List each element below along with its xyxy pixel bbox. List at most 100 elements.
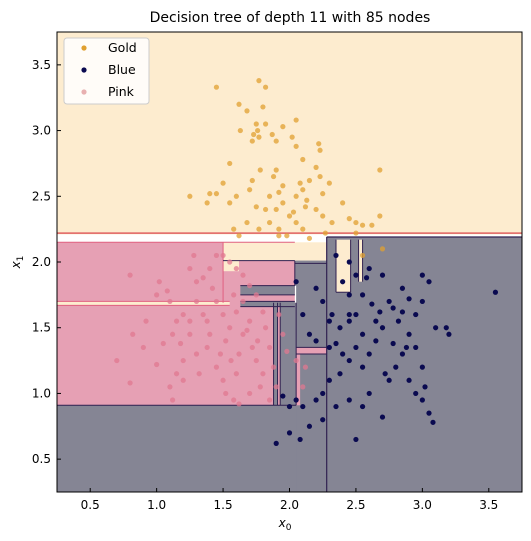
point-pink-42 <box>257 384 263 390</box>
point-blue-43 <box>386 377 392 383</box>
point-pink-15 <box>169 397 176 403</box>
point-blue-10 <box>346 318 352 324</box>
point-gold-28 <box>293 193 299 199</box>
point-pink-38 <box>247 318 253 324</box>
point-blue-37 <box>333 403 339 410</box>
point-pink-29 <box>223 338 229 344</box>
point-gold-19 <box>300 156 306 163</box>
point-blue-5 <box>359 292 366 298</box>
point-gold-53 <box>187 193 193 199</box>
point-blue-6 <box>366 265 372 272</box>
point-gold-18 <box>293 143 299 149</box>
x-tick-label-2: 1.5 <box>214 498 233 512</box>
y-tick-label-6: 3.5 <box>32 58 51 72</box>
region-blue-stub <box>294 260 327 286</box>
point-gold-43 <box>253 204 259 210</box>
point-gold-77 <box>276 233 282 239</box>
point-gold-61 <box>346 216 352 222</box>
point-gold-32 <box>249 177 255 184</box>
point-gold-2 <box>262 84 269 90</box>
point-blue-48 <box>419 397 425 403</box>
point-blue-60 <box>366 351 372 357</box>
point-gold-30 <box>270 173 277 180</box>
point-blue-73 <box>359 364 366 370</box>
point-gold-74 <box>273 167 279 173</box>
point-pink-69 <box>302 364 309 370</box>
point-pink-50 <box>260 309 266 315</box>
point-blue-31 <box>280 393 286 399</box>
point-gold-26 <box>304 197 310 203</box>
region-gold-mid-band <box>223 242 327 261</box>
point-gold-50 <box>227 160 233 167</box>
region-blue-col-a <box>273 302 278 406</box>
legend-label-blue: Blue <box>108 62 136 77</box>
point-gold-0 <box>213 84 220 90</box>
point-pink-48 <box>266 344 273 351</box>
point-blue-53 <box>406 331 412 337</box>
point-pink-40 <box>253 357 259 364</box>
point-blue-7 <box>363 275 370 281</box>
point-pink-32 <box>220 377 226 383</box>
y-tick-label-0: 0.5 <box>32 452 51 466</box>
point-pink-11 <box>177 340 184 347</box>
point-pink-54 <box>233 265 239 272</box>
region-blue-col-b <box>280 302 297 406</box>
point-pink-1 <box>130 331 136 337</box>
point-blue-72 <box>373 318 379 324</box>
point-blue-9 <box>353 311 359 318</box>
x-tick-label-6: 3.5 <box>479 498 498 512</box>
point-gold-62 <box>353 219 359 226</box>
point-pink-78 <box>228 357 234 364</box>
point-blue-18 <box>306 331 313 337</box>
point-pink-76 <box>284 348 290 354</box>
point-gold-41 <box>276 226 282 232</box>
point-gold-37 <box>286 213 293 219</box>
point-blue-27 <box>313 397 319 403</box>
y-tick-label-4: 2.5 <box>32 189 51 203</box>
point-blue-58 <box>379 325 386 331</box>
point-pink-23 <box>193 351 200 357</box>
point-gold-8 <box>251 131 257 138</box>
point-gold-69 <box>359 252 366 259</box>
point-pink-47 <box>270 364 277 370</box>
point-pink-24 <box>187 331 193 337</box>
point-gold-47 <box>227 200 233 206</box>
point-pink-62 <box>191 252 197 259</box>
point-pink-12 <box>180 357 186 364</box>
point-gold-67 <box>377 167 383 173</box>
point-pink-53 <box>240 272 246 278</box>
point-blue-67 <box>413 311 419 318</box>
point-pink-67 <box>293 357 299 364</box>
point-pink-79 <box>196 371 202 377</box>
point-gold-4 <box>253 121 259 127</box>
point-pink-49 <box>262 325 269 331</box>
chart-title: Decision tree of depth 11 with 85 nodes <box>150 10 431 26</box>
point-gold-40 <box>284 233 290 239</box>
point-gold-38 <box>293 219 299 226</box>
point-pink-51 <box>253 292 259 298</box>
point-gold-33 <box>266 193 273 199</box>
region-pink-inlet <box>296 347 327 354</box>
point-gold-66 <box>377 213 383 219</box>
point-blue-0 <box>333 252 339 259</box>
point-pink-71 <box>154 361 160 368</box>
point-gold-9 <box>249 138 255 144</box>
point-pink-65 <box>276 311 282 318</box>
point-pink-6 <box>156 279 162 285</box>
point-gold-13 <box>293 117 299 123</box>
point-pink-10 <box>169 331 176 337</box>
point-blue-2 <box>340 279 346 285</box>
x-tick-label-1: 1.0 <box>147 498 166 512</box>
point-pink-45 <box>266 397 273 403</box>
point-blue-50 <box>430 419 436 425</box>
point-gold-31 <box>257 167 263 173</box>
point-blue-49 <box>426 410 432 416</box>
point-pink-21 <box>207 331 213 337</box>
point-pink-58 <box>207 265 213 272</box>
point-pink-19 <box>200 311 206 318</box>
region-pink-lower <box>296 354 301 406</box>
point-gold-15 <box>244 108 250 114</box>
point-gold-63 <box>353 230 359 236</box>
point-pink-46 <box>273 384 279 390</box>
point-gold-54 <box>204 200 210 206</box>
